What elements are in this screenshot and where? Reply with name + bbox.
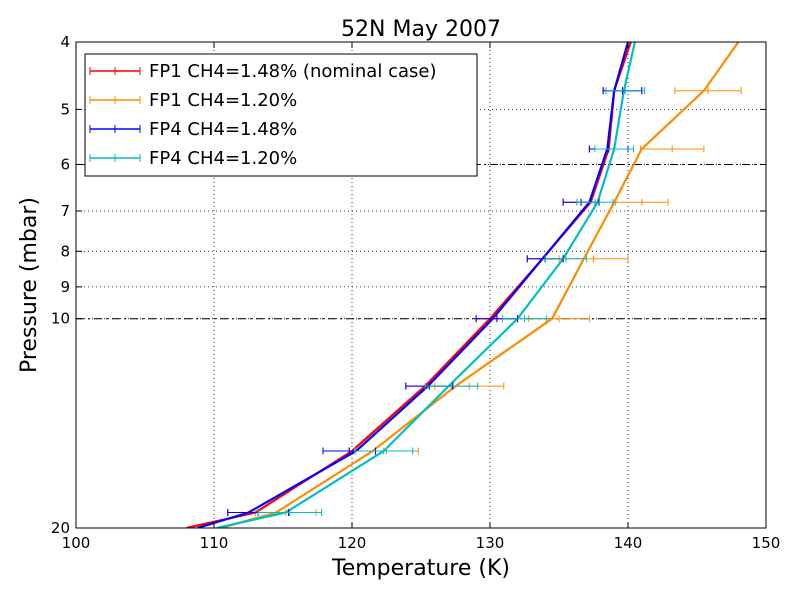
errorbar-4: [544, 255, 588, 263]
legend-entry-1: FP1 CH4=1.48% (nominal case): [89, 61, 436, 82]
legend-label: FP1 CH4=1.20%: [149, 90, 297, 111]
y-tick-label: 10: [51, 310, 70, 328]
x-tick-label: 150: [752, 534, 781, 552]
x-tick-label: 110: [200, 534, 229, 552]
series-line-3: [197, 42, 630, 528]
x-tick-label: 120: [338, 534, 367, 552]
y-tick-label: 5: [60, 100, 70, 118]
errorbar-4: [501, 315, 548, 323]
y-tick-label: 4: [60, 33, 70, 51]
errorbar-2: [674, 87, 742, 95]
series-line-4: [216, 42, 636, 528]
y-tick-label: 9: [60, 278, 70, 296]
x-tick-label: 100: [62, 534, 91, 552]
errorbar-2: [639, 145, 705, 153]
y-tick-label: 6: [60, 155, 70, 173]
series-line-2: [220, 42, 740, 528]
legend-box: [84, 53, 478, 177]
errorbar-4: [354, 447, 414, 455]
chart-title: 52N May 2007: [341, 17, 501, 42]
x-tick-label: 130: [476, 534, 505, 552]
errorbar-4: [594, 145, 635, 153]
legend: FP1 CH4=1.48% (nominal case) FP1 CH4=1.20…: [84, 53, 478, 177]
y-tick-label: 8: [60, 242, 70, 260]
y-tick-label: 7: [60, 202, 70, 220]
x-axis-label: Temperature (K): [331, 556, 510, 581]
errorbar-4: [424, 382, 479, 390]
errorbar-2: [615, 198, 669, 206]
errorbar-4: [605, 87, 646, 95]
legend-label: FP1 CH4=1.48% (nominal case): [149, 61, 436, 82]
plot-frame: [75, 41, 767, 529]
y-axis-ticks: 4 5 6 7 8 9 10 20: [51, 33, 766, 537]
legend-label: FP4 CH4=1.20%: [149, 148, 297, 169]
y-tick-label: 20: [51, 519, 70, 537]
errorbar-4: [257, 509, 323, 517]
x-tick-label: 140: [614, 534, 643, 552]
y-axis-label: Pressure (mbar): [17, 197, 42, 373]
x-axis-ticks: 100 110 120 130 140 150: [62, 42, 781, 552]
series-layer: [186, 42, 740, 528]
errorbar-layer: [227, 87, 742, 517]
legend-entry-2: FP1 CH4=1.20%: [89, 90, 297, 111]
errorbar-4: [576, 198, 614, 206]
legend-entry-3: FP4 CH4=1.48%: [89, 119, 297, 140]
legend-label: FP4 CH4=1.48%: [149, 119, 297, 140]
legend-entry-4: FP4 CH4=1.20%: [89, 148, 297, 169]
